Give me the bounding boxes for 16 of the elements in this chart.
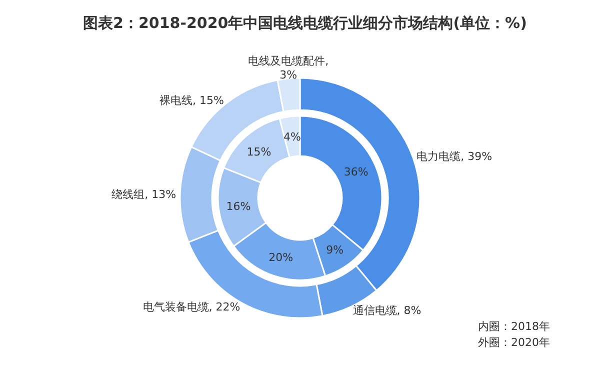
chart-title: 图表2：2018-2020年中国电线电缆行业细分市场结构(单位：%) [83, 14, 527, 32]
data-label: 36% [344, 166, 368, 179]
data-label: 15% [246, 145, 272, 158]
data-label: 20% [268, 250, 294, 264]
data-label: 4% [284, 130, 301, 144]
category-label: 电气装备电缆, 22% [142, 300, 240, 314]
category-label: 通信电缆, 8% [352, 304, 422, 318]
data-label: 9% [326, 243, 344, 256]
category-label: 电线及电缆配件, [248, 54, 329, 68]
slice-label: 裸电线, 15% [160, 94, 224, 108]
text: 3% [280, 68, 298, 82]
text: 内圈：2018年 [478, 320, 550, 333]
category-label: 绕线组, 13% [112, 188, 176, 202]
data-label: 16% [226, 200, 251, 213]
text: 外圈：2020年 [478, 336, 550, 349]
category-label: 电力电缆, 39% [416, 150, 492, 163]
